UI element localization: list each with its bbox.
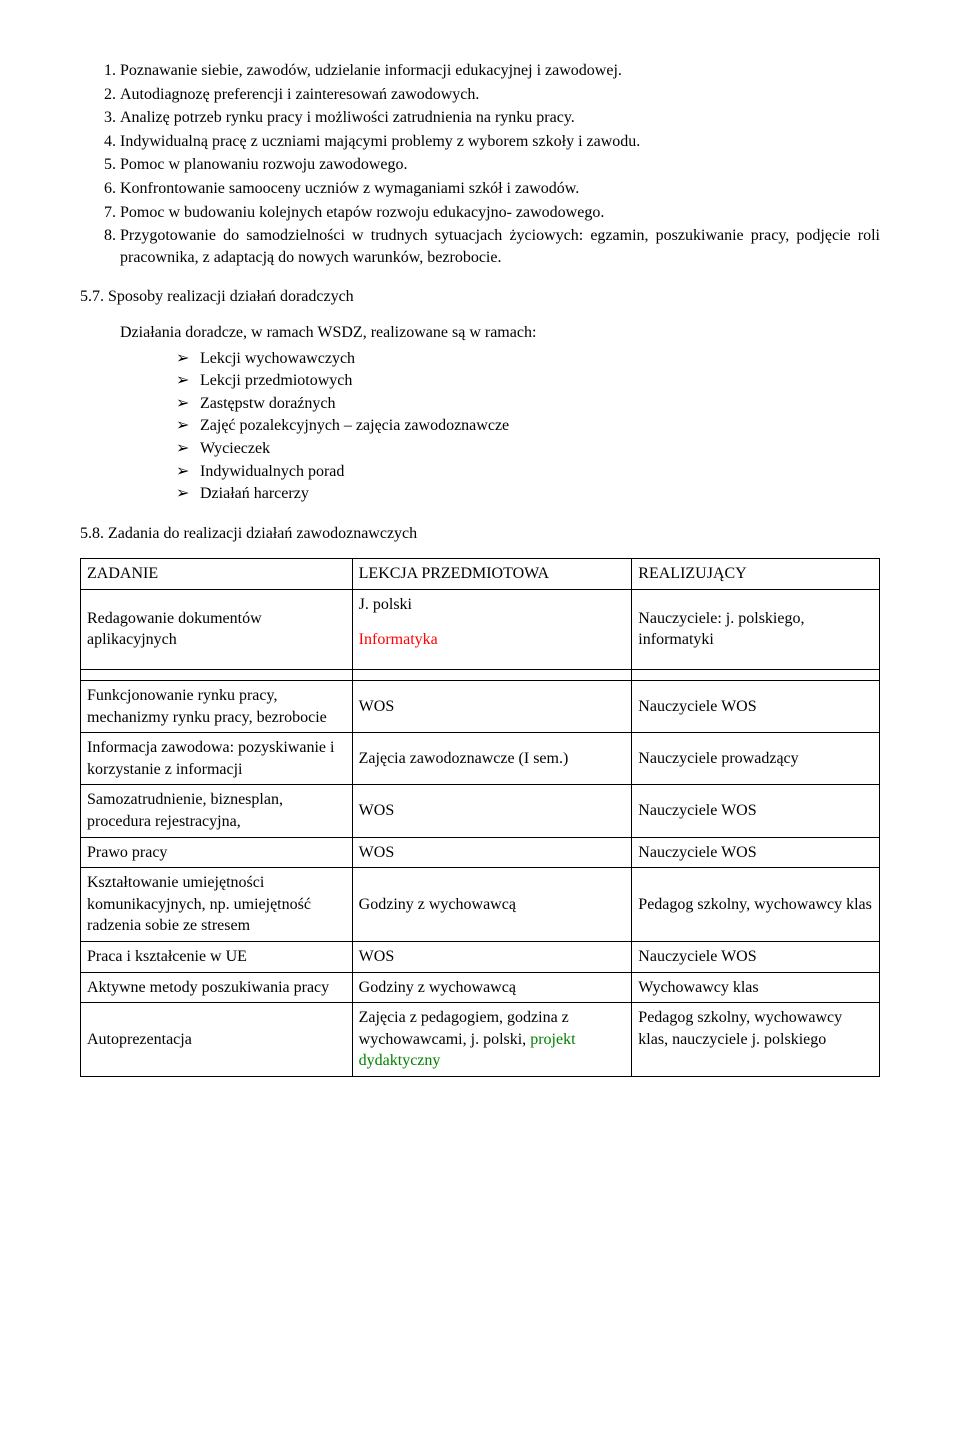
table-cell: Informacja zawodowa: pozyskiwanie i korz… xyxy=(81,733,353,785)
table-cell: Praca i kształcenie w UE xyxy=(81,942,353,973)
table-cell: Nauczyciele WOS xyxy=(632,837,880,868)
list-item: Analizę potrzeb rynku pracy i możliwości… xyxy=(120,107,880,129)
tasks-table: ZADANIE LEKCJA PRZEDMIOTOWA REALIZUJĄCY … xyxy=(80,558,880,1077)
list-item: Lekcji wychowawczych xyxy=(200,348,880,370)
table-header-realizujacy: REALIZUJĄCY xyxy=(632,559,880,590)
table-cell: Nauczyciele WOS xyxy=(632,785,880,837)
list-item: Przygotowanie do samodzielności w trudny… xyxy=(120,225,880,268)
cell-line-red: Informatyka xyxy=(359,629,626,651)
table-spacer xyxy=(81,670,880,681)
list-item: Zajęć pozalekcyjnych – zajęcia zawodozna… xyxy=(200,415,880,437)
table-header-zadanie: ZADANIE xyxy=(81,559,353,590)
table-cell: Redagowanie dokumentów aplikacyjnych xyxy=(81,589,353,669)
table-cell: J. polski Informatyka xyxy=(352,589,632,669)
table-cell: Pedagog szkolny, wychowawcy klas xyxy=(632,868,880,942)
list-item: Pomoc w planowaniu rozwoju zawodowego. xyxy=(120,154,880,176)
table-cell: Autoprezentacja xyxy=(81,1003,353,1077)
numbered-list: Poznawanie siebie, zawodów, udzielanie i… xyxy=(80,60,880,268)
table-cell: Aktywne metody poszukiwania pracy xyxy=(81,972,353,1003)
table-cell: Nauczyciele WOS xyxy=(632,681,880,733)
table-row: Redagowanie dokumentów aplikacyjnych J. … xyxy=(81,589,880,669)
table-cell: Funkcjonowanie rynku pracy, mechanizmy r… xyxy=(81,681,353,733)
list-item: Zastępstw doraźnych xyxy=(200,393,880,415)
list-item: Działań harcerzy xyxy=(200,483,880,505)
table-cell: Prawo pracy xyxy=(81,837,353,868)
list-item: Konfrontowanie samooceny uczniów z wymag… xyxy=(120,178,880,200)
table-cell: Nauczyciele prowadzący xyxy=(632,733,880,785)
list-item: Wycieczek xyxy=(200,438,880,460)
table-cell: WOS xyxy=(352,681,632,733)
table-cell: Wychowawcy klas xyxy=(632,972,880,1003)
list-item: Pomoc w budowaniu kolejnych etapów rozwo… xyxy=(120,202,880,224)
table-row: Prawo pracy WOS Nauczyciele WOS xyxy=(81,837,880,868)
table-cell: WOS xyxy=(352,942,632,973)
table-row: Samozatrudnienie, biznesplan, procedura … xyxy=(81,785,880,837)
arrow-list: Lekcji wychowawczych Lekcji przedmiotowy… xyxy=(80,348,880,505)
table-header-row: ZADANIE LEKCJA PRZEDMIOTOWA REALIZUJĄCY xyxy=(81,559,880,590)
table-cell: Nauczyciele WOS xyxy=(632,942,880,973)
table-cell: Kształtowanie umiejętności komunikacyjny… xyxy=(81,868,353,942)
table-row: Autoprezentacja Zajęcia z pedagogiem, go… xyxy=(81,1003,880,1077)
table-row: Informacja zawodowa: pozyskiwanie i korz… xyxy=(81,733,880,785)
table-cell: Zajęcia zawodoznawcze (I sem.) xyxy=(352,733,632,785)
section-57-intro: Działania doradcze, w ramach WSDZ, reali… xyxy=(120,322,880,344)
section-heading-57: 5.7. Sposoby realizacji działań doradczy… xyxy=(80,286,880,308)
table-cell: Pedagog szkolny, wychowawcy klas, nauczy… xyxy=(632,1003,880,1077)
list-item: Indywidualnych porad xyxy=(200,461,880,483)
table-row: Praca i kształcenie w UE WOS Nauczyciele… xyxy=(81,942,880,973)
table-row: Kształtowanie umiejętności komunikacyjny… xyxy=(81,868,880,942)
table-row: Funkcjonowanie rynku pracy, mechanizmy r… xyxy=(81,681,880,733)
table-cell: Godziny z wychowawcą xyxy=(352,868,632,942)
list-item: Poznawanie siebie, zawodów, udzielanie i… xyxy=(120,60,880,82)
list-item: Indywidualną pracę z uczniami mającymi p… xyxy=(120,131,880,153)
table-cell: WOS xyxy=(352,785,632,837)
cell-line: J. polski xyxy=(359,594,626,616)
list-item: Lekcji przedmiotowych xyxy=(200,370,880,392)
table-row: Aktywne metody poszukiwania pracy Godzin… xyxy=(81,972,880,1003)
table-cell: Godziny z wychowawcą xyxy=(352,972,632,1003)
table-header-lekcja: LEKCJA PRZEDMIOTOWA xyxy=(352,559,632,590)
table-cell: Samozatrudnienie, biznesplan, procedura … xyxy=(81,785,353,837)
table-cell: WOS xyxy=(352,837,632,868)
table-cell: Nauczyciele: j. polskiego, informatyki xyxy=(632,589,880,669)
table-cell: Zajęcia z pedagogiem, godzina z wychowaw… xyxy=(352,1003,632,1077)
section-heading-58: 5.8. Zadania do realizacji działań zawod… xyxy=(80,523,880,545)
list-item: Autodiagnozę preferencji i zainteresowań… xyxy=(120,84,880,106)
